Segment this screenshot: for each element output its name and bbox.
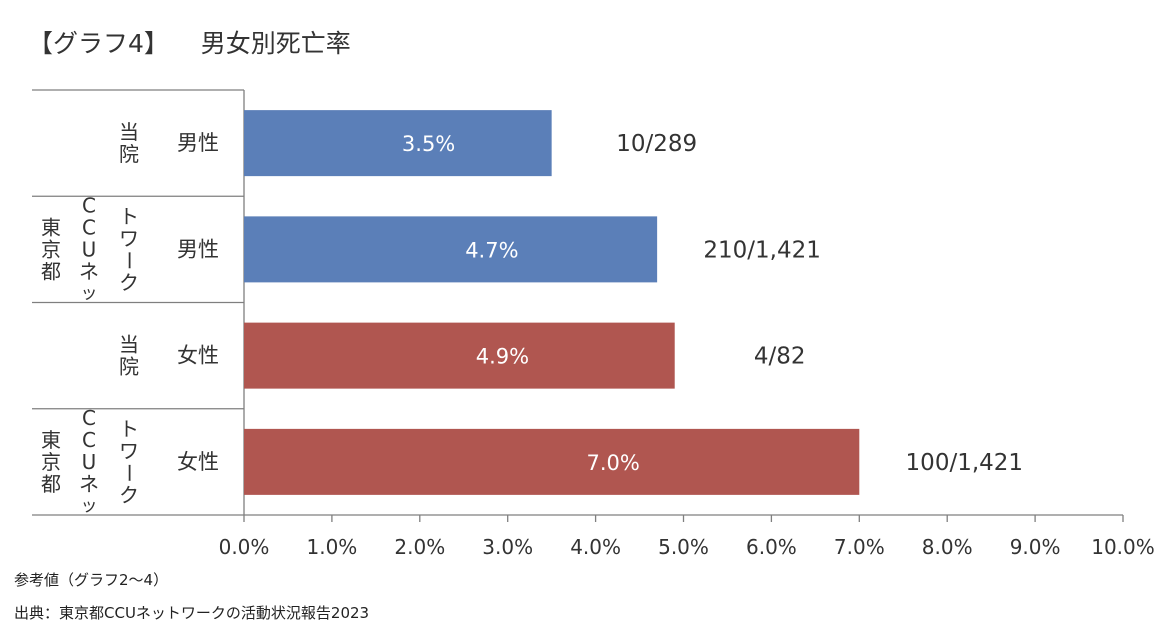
category-group-label: 京 xyxy=(41,237,61,261)
x-tick-label: 2.0% xyxy=(394,535,445,559)
category-group-label: 京 xyxy=(41,450,61,474)
category-group-label: ネ xyxy=(79,472,99,496)
x-tick-label: 3.0% xyxy=(482,535,533,559)
bar xyxy=(244,428,860,495)
category-group-label: U xyxy=(82,237,97,261)
category-group-label: 当 xyxy=(119,333,139,357)
bar-count-label: 210/1,421 xyxy=(703,237,821,263)
category-group-label: 東 xyxy=(41,428,61,452)
category-group-label: C xyxy=(82,428,96,452)
bar-chart: 0.0% 1.0% 2.0% 3.0% 4.0% 5.0% 6.0% 7.0% 8.0% 9.0%… xyxy=(32,89,1155,559)
bar-data-label: 3.5% xyxy=(402,132,455,156)
chart-title-label: 【グラフ4】 xyxy=(28,29,169,58)
category-group-label: ト xyxy=(119,204,139,228)
bar-count-label: 10/289 xyxy=(616,131,697,157)
x-tick-label: 7.0% xyxy=(834,535,885,559)
bar xyxy=(244,322,675,389)
category-group-label: 東 xyxy=(41,215,61,239)
x-tick-label: 0.0% xyxy=(219,535,270,559)
category-group-label: C xyxy=(82,215,96,239)
x-tick-label: 8.0% xyxy=(922,535,973,559)
category-group-label: ー xyxy=(117,463,141,483)
category-group-label: ッ xyxy=(81,283,98,303)
category-group-label: ク xyxy=(119,483,139,507)
category-sex-label: 男性 xyxy=(177,131,219,155)
category-group-label: ー xyxy=(117,250,141,270)
x-tick-label: 1.0% xyxy=(306,535,357,559)
category-group-label: ワ xyxy=(119,439,139,463)
category-group-label: 院 xyxy=(119,355,139,379)
bar-count-label: 100/1,421 xyxy=(906,450,1024,476)
category-group-label: C xyxy=(82,193,96,217)
bar-count-label: 4/82 xyxy=(754,344,806,370)
category-group-label: ワ xyxy=(119,226,139,250)
x-tick-label: 5.0% xyxy=(658,535,709,559)
category-group-label: ト xyxy=(119,417,139,441)
bar xyxy=(244,110,552,177)
category-group-label: 都 xyxy=(41,472,61,496)
category-group-label: ク xyxy=(119,270,139,294)
bar-data-label: 7.0% xyxy=(587,451,640,475)
category-group-label: U xyxy=(82,450,97,474)
source-note: 出典：東京都CCUネットワークの活動状況報告2023 xyxy=(14,604,370,622)
category-sex-label: 女性 xyxy=(177,450,219,474)
category-group-label: ッ xyxy=(81,496,98,516)
x-tick-label: 10.0% xyxy=(1091,535,1155,559)
x-tick-label: 9.0% xyxy=(1010,535,1061,559)
category-sex-label: 男性 xyxy=(177,237,219,261)
category-group-label: 都 xyxy=(41,259,61,283)
category-group-label: ネ xyxy=(79,259,99,283)
category-group-label: 院 xyxy=(119,142,139,166)
bar xyxy=(244,216,658,283)
category-group-label: C xyxy=(82,406,96,430)
bar-data-label: 4.9% xyxy=(476,345,529,369)
reference-note: 参考値（グラフ2～4） xyxy=(14,571,169,589)
bar-data-label: 4.7% xyxy=(465,238,518,262)
category-group-label: 当 xyxy=(119,120,139,144)
x-tick-label: 6.0% xyxy=(746,535,797,559)
chart-title: 【グラフ4】 男女別死亡率 xyxy=(28,24,351,60)
category-sex-label: 女性 xyxy=(177,344,219,368)
chart-title-text: 男女別死亡率 xyxy=(200,29,351,58)
x-tick-label: 4.0% xyxy=(570,535,621,559)
